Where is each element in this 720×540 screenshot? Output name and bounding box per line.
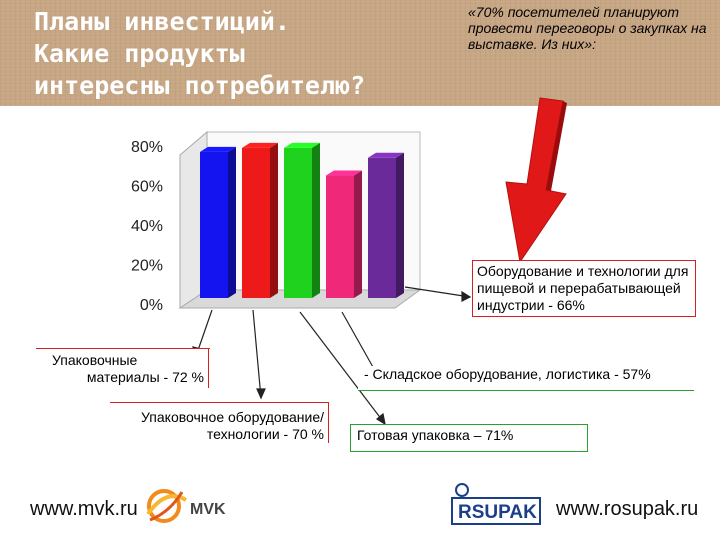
connector-arrowhead-4 bbox=[375, 412, 386, 426]
callout-food-equipment: Оборудование и технологии для пищевой и … bbox=[472, 260, 696, 317]
bar-top bbox=[284, 142, 320, 148]
footer-url-rosupak[interactable]: www.rosupak.ru bbox=[556, 498, 699, 520]
callout-ready-packaging: Готовая упаковка – 71% bbox=[350, 424, 588, 452]
page-title: Планы инвестиций. Какие продукты интерес… bbox=[34, 7, 366, 100]
callout-packaging-materials-top-rule bbox=[36, 348, 210, 349]
y-tick-label: 40% bbox=[131, 218, 163, 235]
connector-arrowhead-1 bbox=[461, 290, 472, 302]
bar-side bbox=[312, 142, 320, 298]
callout-warehouse-text: - Складское оборудование, логистика - 57… bbox=[364, 366, 651, 382]
callout-packaging-equipment-line1: Упаковочное оборудование/ bbox=[141, 409, 324, 425]
connector-arrowhead-3 bbox=[256, 388, 266, 400]
red-arrow-shadow bbox=[546, 101, 567, 191]
callout-packaging-equipment-line2: технологии - 70 % bbox=[206, 426, 324, 442]
bar-side bbox=[228, 146, 236, 298]
intro-text: «70% посетителей планируют провести пере… bbox=[468, 4, 707, 52]
bar-side bbox=[396, 152, 404, 298]
callout-packaging-equipment: Упаковочное оборудование/ технологии - 7… bbox=[110, 402, 329, 443]
callout-packaging-materials-line1: Упаковочные bbox=[52, 352, 138, 368]
callout-warehouse: - Складское оборудование, логистика - 57… bbox=[358, 366, 694, 391]
header-banner bbox=[0, 0, 720, 106]
callout-food-equipment-text: Оборудование и технологии для пищевой и … bbox=[477, 263, 689, 313]
bar bbox=[326, 170, 362, 298]
bar bbox=[242, 142, 278, 298]
bar-top bbox=[368, 152, 404, 158]
red-arrow bbox=[505, 97, 567, 264]
bar-top bbox=[200, 146, 236, 152]
callout-ready-packaging-text: Готовая упаковка – 71% bbox=[357, 427, 514, 443]
connector-line-1 bbox=[404, 286, 471, 298]
mvk-logo-text: MVK bbox=[190, 501, 226, 518]
mvk-logo: MVK bbox=[146, 489, 226, 523]
bar-top bbox=[326, 170, 362, 176]
bar-front bbox=[242, 147, 270, 298]
bar bbox=[200, 146, 236, 298]
bar-side bbox=[270, 142, 278, 298]
connector-line-3 bbox=[252, 309, 262, 399]
bar-series bbox=[200, 142, 404, 298]
y-axis-ticks: 80% 60% 40% 20% 0% bbox=[131, 139, 163, 314]
bar-front bbox=[326, 175, 354, 298]
bar-side bbox=[354, 170, 362, 298]
callout-packaging-materials: Упаковочные материалы - 72 % bbox=[36, 348, 209, 388]
bar-top bbox=[242, 142, 278, 148]
connector-line-4 bbox=[299, 311, 386, 425]
y-tick-label: 0% bbox=[140, 297, 163, 314]
bar-front bbox=[368, 157, 396, 298]
y-tick-label: 20% bbox=[131, 258, 163, 275]
footer-url-mvk[interactable]: www.mvk.ru bbox=[30, 498, 138, 520]
chart-floor bbox=[178, 289, 422, 309]
bar-front bbox=[284, 147, 312, 298]
y-tick-label: 60% bbox=[131, 179, 163, 196]
bar bbox=[284, 142, 320, 298]
rosupak-logo-text: RSUPAK bbox=[458, 502, 537, 523]
connector-line-5 bbox=[341, 311, 379, 377]
bar-front bbox=[200, 151, 228, 298]
bar bbox=[368, 152, 404, 298]
y-tick-label: 80% bbox=[131, 139, 163, 156]
callout-packaging-materials-line2: материалы - 72 % bbox=[86, 369, 204, 385]
rosupak-logo: RSUPAK bbox=[451, 483, 541, 525]
